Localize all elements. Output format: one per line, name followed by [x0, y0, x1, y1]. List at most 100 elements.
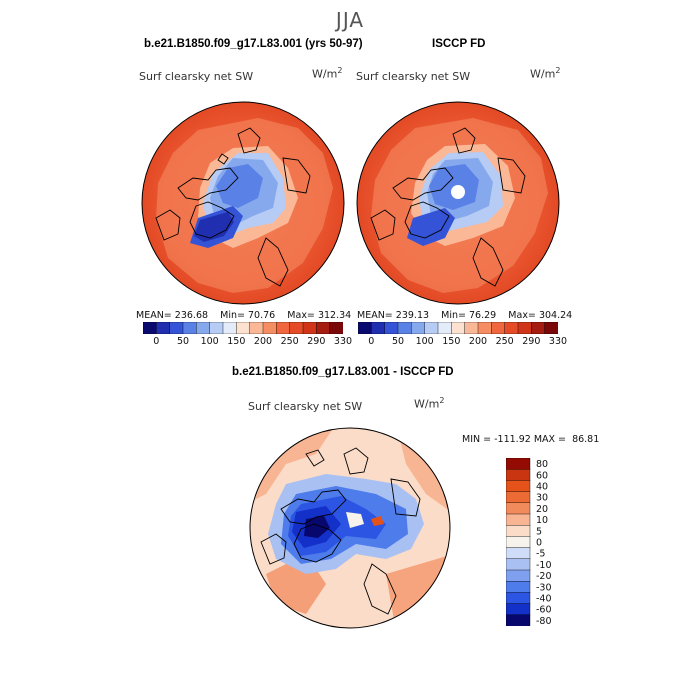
panel-1-field-band-darkest [194, 212, 234, 242]
colorbar-segment [506, 536, 531, 549]
colorbar-tick-label: -20 [536, 571, 552, 582]
diff-panel-field-band-darkest [304, 516, 330, 538]
panel-2-colorbar [358, 322, 558, 334]
colorbar-segment [143, 322, 157, 334]
colorbar-tick-label: 290 [522, 336, 541, 347]
panel-2-polar-map [356, 101, 560, 305]
colorbar-segment [384, 322, 399, 334]
panel-1-coastlines [155, 127, 311, 287]
colorbar-tick-label: 150 [227, 336, 246, 347]
colorbar-segment [302, 322, 317, 334]
colorbar-tick-label: 40 [536, 482, 548, 493]
colorbar-tick-label: 20 [536, 504, 548, 515]
colorbar-tick-label: -40 [536, 594, 552, 605]
panel-2-title: ISCCP FD [432, 38, 486, 50]
colorbar-tick-label: 330 [548, 336, 568, 347]
colorbar-tick-label: 5 [536, 526, 542, 537]
panel-1-colorbar [143, 322, 343, 334]
panel-2-map-border [356, 101, 560, 305]
diff-panel-field-near-zero [346, 512, 364, 528]
colorbar-segment [316, 322, 331, 334]
colorbar-segment [506, 480, 531, 493]
colorbar-segment [506, 524, 531, 537]
colorbar-tick-label: -60 [536, 605, 552, 616]
colorbar-segment [371, 322, 386, 334]
panel-1-units: W/m2 [312, 66, 343, 81]
page-title: JJA [335, 8, 365, 32]
colorbar-segment [506, 468, 531, 481]
panel-1-polar-map [141, 101, 345, 305]
colorbar-segment [506, 614, 531, 626]
colorbar-tick-label: 200 [253, 336, 273, 347]
diff-panel-title: b.e21.B1850.f09_g17.L83.001 - ISCCP FD [232, 366, 454, 378]
panel-1-field-band-medium [216, 164, 263, 208]
colorbar-tick-label: 330 [333, 336, 353, 347]
colorbar-tick-label: 50 [176, 336, 190, 347]
colorbar-segment [222, 322, 237, 334]
colorbar-segment [236, 322, 251, 334]
colorbar-tick-label: 150 [442, 336, 461, 347]
colorbar-tick-label: -10 [536, 560, 552, 571]
colorbar-segment [182, 322, 197, 334]
diff-panel-polar-map [249, 427, 451, 629]
panel-1-colorbar-ticks: 0 50 100 150 200 250 290 330 [143, 336, 352, 350]
colorbar-segment [506, 491, 531, 504]
colorbar-segment [209, 322, 224, 334]
colorbar-segment [506, 502, 531, 515]
diff-panel-coastlines [260, 447, 421, 615]
colorbar-segment [506, 592, 531, 605]
diff-panel-field-positive-spot [371, 516, 384, 526]
colorbar-segment [156, 322, 171, 334]
diff-panel-units: W/m2 [414, 396, 445, 411]
colorbar-tick-label: 290 [307, 336, 326, 347]
colorbar-tick-label: 0 [368, 336, 375, 347]
colorbar-tick-label: -30 [536, 582, 552, 593]
panel-1-variable: Surf clearsky net SW [139, 70, 254, 83]
panel-2-missing-data-pole [451, 185, 465, 199]
diff-panel-map-border [249, 427, 451, 629]
panel-2-stats: MEAN= 239.13 Min= 76.29 Max= 304.24 [357, 310, 573, 321]
colorbar-tick-label: 100 [415, 336, 434, 347]
panel-2-variable: Surf clearsky net SW [356, 70, 471, 83]
colorbar-segment [544, 322, 558, 334]
panel-2-coastlines [370, 127, 526, 287]
colorbar-segment [506, 513, 531, 526]
colorbar-segment [424, 322, 439, 334]
colorbar-segment [506, 458, 531, 470]
panel-2-colorbar-ticks: 0 50 100 150 200 250 290 330 [358, 336, 567, 350]
colorbar-segment [491, 322, 506, 334]
colorbar-segment [289, 322, 304, 334]
colorbar-segment [437, 322, 452, 334]
colorbar-tick-label: 250 [495, 336, 514, 347]
colorbar-tick-label: -5 [536, 549, 545, 560]
colorbar-tick-label: 250 [280, 336, 299, 347]
colorbar-segment [504, 322, 519, 334]
colorbar-tick-label: 200 [468, 336, 488, 347]
colorbar-segment [506, 580, 531, 593]
colorbar-tick-label: 60 [536, 470, 548, 481]
colorbar-segment [506, 558, 531, 571]
colorbar-segment [249, 322, 264, 334]
colorbar-segment [477, 322, 492, 334]
colorbar-segment [169, 322, 184, 334]
colorbar-tick-label: 0 [536, 538, 542, 549]
colorbar-segment [506, 547, 531, 560]
colorbar-segment [517, 322, 532, 334]
panel-2-units: W/m2 [530, 66, 561, 81]
colorbar-segment [276, 322, 291, 334]
colorbar-tick-label: 10 [536, 515, 548, 526]
colorbar-segment [506, 603, 531, 616]
colorbar-segment [531, 322, 546, 334]
colorbar-segment [464, 322, 479, 334]
colorbar-tick-label: 30 [536, 493, 548, 504]
colorbar-segment [262, 322, 277, 334]
colorbar-segment [451, 322, 466, 334]
colorbar-segment [411, 322, 426, 334]
panel-1-map-border [141, 101, 345, 305]
colorbar-segment [329, 322, 343, 334]
panel-1-stats: MEAN= 236.68 Min= 70.76 Max= 312.34 [136, 310, 352, 321]
colorbar-tick-label: 100 [200, 336, 219, 347]
colorbar-tick-label: 0 [153, 336, 160, 347]
colorbar-segment [358, 322, 372, 334]
